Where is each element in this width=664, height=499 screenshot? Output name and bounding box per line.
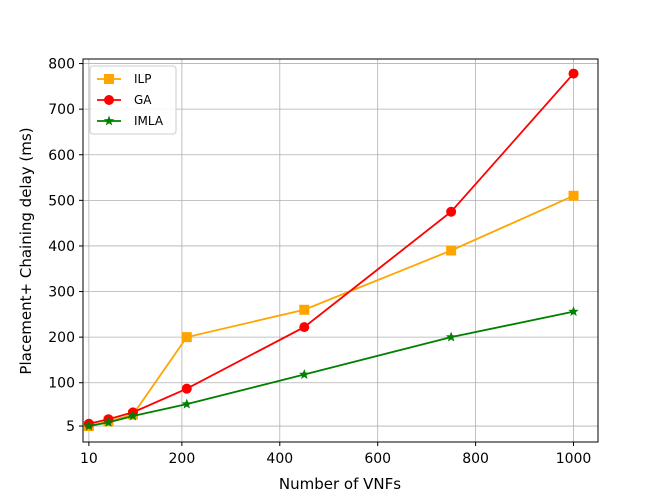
data-point-imla [299,369,310,379]
series-layer [83,68,579,432]
y-axis-label: Placement+ Chaining delay (ms) [17,127,35,374]
series-line-ilp [88,194,574,427]
legend-label-imla: IMLA [134,114,164,128]
y-tick-label: 600 [48,148,75,164]
data-point-imla [103,416,114,427]
x-tick-label: 200 [169,451,196,467]
y-tick-label: 5 [66,419,75,435]
y-tick-label: 500 [48,193,75,209]
x-tick-label: 800 [462,451,489,467]
x-tick-label: 1000 [556,451,592,467]
legend-marker-ga [104,95,114,105]
data-point-imla [181,398,193,409]
series-imla [83,306,579,431]
series-line-imla [88,310,574,427]
y-tick-label: 100 [48,376,75,392]
data-point-ilp [181,332,192,343]
y-tick-label: 200 [48,330,75,346]
x-tick-label: 600 [364,451,391,467]
legend-marker-imla [103,115,115,126]
data-point-ilp [299,304,310,315]
y-tick-label: 300 [48,285,75,301]
y-tick-label: 800 [48,57,75,73]
data-point-ga [299,322,310,333]
data-point-imla [83,420,95,431]
y-tick-label: 400 [48,239,75,255]
data-point-ga [568,68,579,79]
data-point-imla [445,331,457,342]
plot-frame [82,58,599,443]
legend-label-ga: GA [134,93,152,107]
legend-marker-ilp [104,74,114,84]
grid [83,59,598,442]
data-point-ilp [568,190,579,201]
data-point-ilp [446,245,457,256]
axis-ticks: 10 200 400 600 800 1000 5 100 200 300 400 500 600 700… [48,57,591,467]
x-axis-label: Number of VNFs [279,475,401,493]
data-point-imla [127,410,139,421]
x-tick-label: 400 [266,451,293,467]
data-point-ga [446,206,457,217]
data-point-ga [181,383,192,394]
data-point-imla [568,306,579,317]
x-tick-label: 10 [80,451,98,467]
legend-label-ilp: ILP [134,72,151,86]
y-tick-label: 700 [48,102,75,118]
series-ilp [83,190,579,432]
legend: ILP GA IMLA [89,65,177,135]
